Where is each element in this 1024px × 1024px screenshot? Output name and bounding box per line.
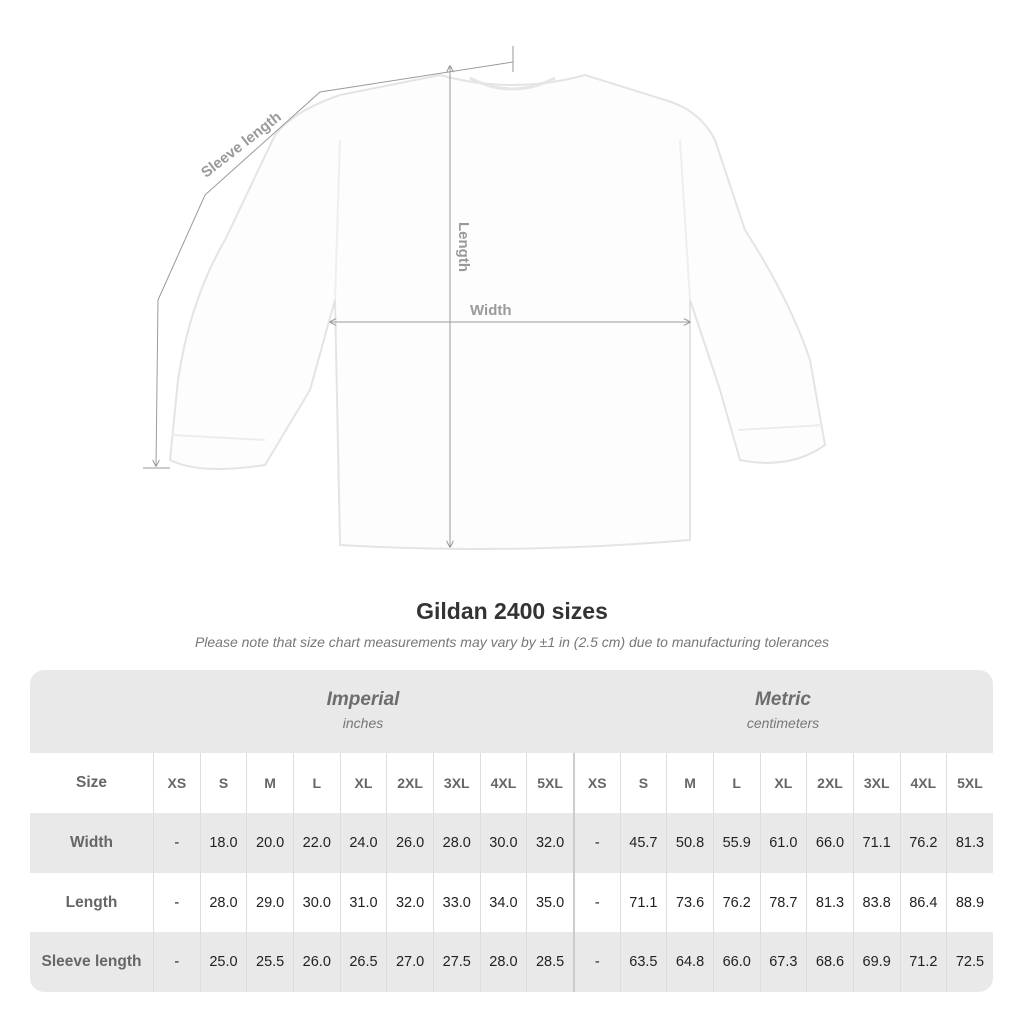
size-header: S	[619, 753, 667, 813]
imperial-cell: 32.0	[386, 873, 433, 932]
table-row: Width -18.0 20.0 22.0 24.0 26.0 28.0 30.0 32.0-4…	[30, 813, 993, 873]
metric-cell: 83.8	[852, 873, 900, 932]
row-label: Sleeve length	[41, 953, 142, 970]
imperial-cell: 34.0	[479, 873, 527, 932]
metric-cell: 81.3	[806, 873, 853, 932]
metric-cell: 71.1	[852, 813, 900, 873]
imperial-cell: 18.0	[199, 813, 247, 873]
table-row: Length -28.0 29.0 30.0 31.0 32.0 33.0 34.0 35.0-…	[30, 873, 993, 932]
imperial-cell: 31.0	[339, 873, 387, 932]
size-label: Size	[75, 774, 107, 791]
metric-unit: centimeters	[746, 715, 820, 731]
size-header: 2XL	[386, 753, 433, 813]
page-title: Gildan 2400 sizes	[416, 598, 608, 624]
imperial-cell: 28.0	[199, 873, 247, 932]
metric-header: Metric centimeters	[573, 670, 993, 753]
metric-cell: 73.6	[666, 873, 713, 932]
size-header: M	[246, 753, 293, 813]
imperial-cell: 22.0	[292, 813, 340, 873]
metric-cell: -	[572, 932, 620, 992]
metric-cell: 78.7	[759, 873, 807, 932]
imperial-cell: 28.5	[526, 932, 573, 992]
imperial-cell: -	[153, 932, 200, 992]
row-label: Length	[65, 893, 118, 911]
imperial-cell: 25.0	[199, 932, 247, 992]
imperial-title: Imperial	[326, 689, 400, 710]
imperial-cell: 30.0	[479, 813, 527, 873]
metric-cell: 81.3	[946, 813, 993, 873]
metric-cell: 45.7	[619, 813, 667, 873]
imperial-cell: 26.0	[386, 813, 433, 873]
imperial-cell: 27.0	[386, 932, 433, 992]
metric-cell: 88.9	[946, 873, 993, 932]
size-header: L	[292, 753, 340, 813]
sleeve-measure-line	[143, 46, 514, 469]
metric-cell: 71.1	[619, 873, 667, 932]
imperial-cell: 28.0	[479, 932, 527, 992]
long-sleeve-shirt	[168, 73, 827, 550]
imperial-header: Imperial inches	[153, 670, 573, 753]
length-label: Length	[455, 222, 472, 272]
metric-cell: 50.8	[666, 813, 713, 873]
size-header: 5XL	[946, 753, 993, 813]
imperial-cell: 29.0	[246, 873, 293, 932]
metric-cell: 72.5	[946, 932, 993, 992]
size-table: Imperial inches Metric centimeters Size X…	[30, 670, 993, 992]
imperial-cell: 33.0	[432, 873, 480, 932]
imperial-cell: 30.0	[292, 873, 340, 932]
imperial-cell: 25.5	[246, 932, 293, 992]
tolerance-note: Please note that size chart measurements…	[194, 634, 830, 650]
size-header: XL	[339, 753, 387, 813]
imperial-cell: 26.5	[339, 932, 387, 992]
imperial-cell: 26.0	[292, 932, 340, 992]
size-header: 4XL	[899, 753, 947, 813]
metric-cell: 76.2	[712, 873, 760, 932]
metric-cell: 69.9	[852, 932, 900, 992]
imperial-cell: -	[153, 873, 200, 932]
size-header: 5XL	[526, 753, 573, 813]
imperial-cell: 35.0	[526, 873, 573, 932]
metric-cell: 55.9	[712, 813, 760, 873]
metric-cell: 61.0	[759, 813, 807, 873]
size-header: 4XL	[479, 753, 527, 813]
table-row: Sleeve length -25.0 25.5 26.0 26.5 27.0 27.5 28…	[30, 932, 993, 992]
metric-cell: -	[572, 813, 620, 873]
shirt-diagram	[143, 46, 827, 550]
size-header: M	[666, 753, 713, 813]
size-header-row: Size XS S M L XL 2XL 3XL 4XL 5XL XS S M L XL 2XL 3XL 4XL 5…	[30, 753, 993, 813]
size-header: XL	[759, 753, 807, 813]
size-header: 2XL	[806, 753, 853, 813]
imperial-cell: 24.0	[339, 813, 387, 873]
size-header: XS	[572, 753, 620, 813]
imperial-cell: 27.5	[432, 932, 480, 992]
metric-cell: 68.6	[806, 932, 853, 992]
imperial-cell: -	[153, 813, 200, 873]
metric-cell: 64.8	[666, 932, 713, 992]
width-label: Width	[470, 302, 512, 319]
metric-cell: 67.3	[759, 932, 807, 992]
metric-cell: 86.4	[899, 873, 947, 932]
row-label: Width	[70, 834, 113, 851]
size-header: 3XL	[432, 753, 480, 813]
metric-cell: 66.0	[712, 932, 760, 992]
size-header: L	[712, 753, 760, 813]
metric-cell: 63.5	[619, 932, 667, 992]
metric-cell: -	[572, 873, 620, 932]
metric-title: Metric	[755, 689, 811, 710]
metric-cell: 66.0	[806, 813, 853, 873]
size-header: 3XL	[852, 753, 900, 813]
imperial-cell: 32.0	[526, 813, 573, 873]
metric-cell: 76.2	[899, 813, 947, 873]
metric-cell: 71.2	[899, 932, 947, 992]
imperial-cell: 20.0	[246, 813, 293, 873]
size-header: S	[199, 753, 247, 813]
size-header: XS	[153, 753, 200, 813]
imperial-unit: inches	[342, 715, 384, 731]
imperial-cell: 28.0	[432, 813, 480, 873]
